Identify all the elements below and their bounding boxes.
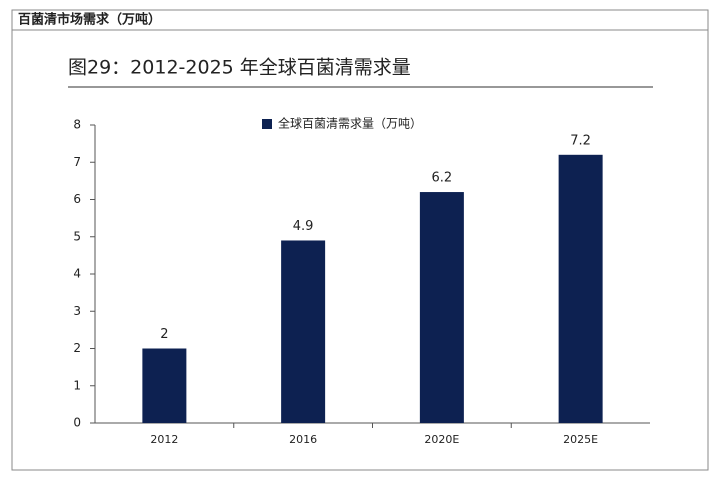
x-tick-label: 2025E (563, 433, 598, 446)
bar (419, 192, 464, 423)
x-tick-label: 2020E (424, 433, 459, 446)
x-tick-label: 2016 (289, 433, 317, 446)
y-tick-label: 8 (73, 118, 81, 132)
y-tick-label: 6 (73, 192, 81, 206)
y-tick-label: 4 (73, 267, 81, 281)
chart-title: 图29：2012-2025 年全球百菌清需求量 (68, 57, 411, 79)
y-tick-label: 7 (73, 155, 81, 169)
x-tick-label: 2012 (150, 433, 178, 446)
data-label: 2 (160, 327, 168, 342)
bar (142, 348, 187, 423)
y-tick-label: 3 (73, 304, 81, 318)
y-tick-label: 2 (73, 341, 81, 355)
legend-label: 全球百菌清需求量（万吨） (278, 116, 422, 131)
y-tick-label: 1 (73, 378, 81, 392)
data-label: 6.2 (432, 171, 453, 186)
data-label: 4.9 (293, 219, 314, 234)
legend-swatch (262, 119, 272, 129)
bar (558, 154, 603, 424)
header: 百菌清市场需求（万吨） (18, 12, 161, 28)
outer-frame (11, 9, 709, 471)
data-label: 7.2 (570, 133, 591, 148)
y-tick-label: 5 (73, 229, 81, 243)
bar (281, 240, 326, 423)
y-tick-label: 0 (73, 416, 81, 430)
